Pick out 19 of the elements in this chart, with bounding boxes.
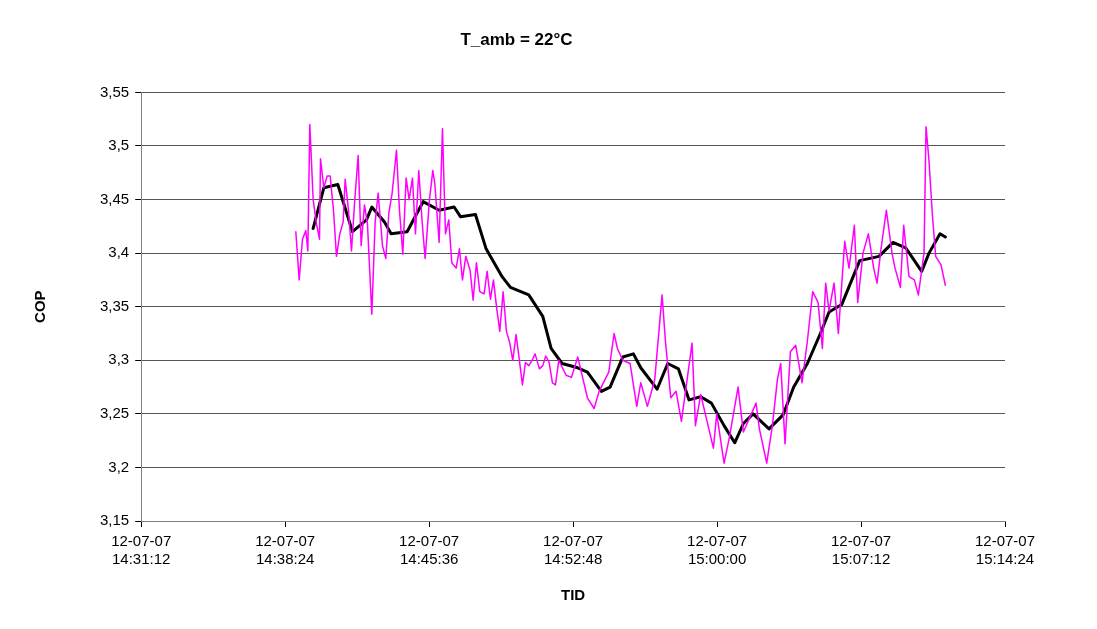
x-tick-label: 12-07-07 15:14:24 (974, 532, 1036, 568)
y-tick-label: 3,55 (99, 82, 130, 100)
chart-title: T_amb = 22°C (460, 29, 573, 49)
y-tick-label: 3,15 (99, 511, 130, 529)
x-tick-label: 12-07-07 14:31:12 (111, 532, 172, 568)
x-tick-label: 12-07-07 14:38:24 (255, 532, 316, 568)
x-tick-label: 12-07-07 14:45:36 (399, 532, 460, 568)
y-tick-label: 3,25 (99, 403, 130, 421)
y-tick-label: 3,35 (99, 296, 130, 314)
x-axis-title: TID (561, 586, 586, 604)
y-tick-label: 3,5 (108, 136, 130, 154)
y-tick-label: 3,3 (108, 350, 130, 368)
y-axis-title: COP (31, 290, 49, 323)
y-tick-label: 3,45 (99, 189, 130, 207)
x-tick-label: 12-07-07 14:52:48 (543, 532, 604, 568)
x-tick-label: 12-07-07 15:00:00 (687, 532, 748, 568)
x-tick-label: 12-07-07 15:07:12 (831, 532, 892, 568)
y-tick-label: 3,2 (108, 457, 130, 475)
y-tick-label: 3,4 (108, 243, 130, 261)
